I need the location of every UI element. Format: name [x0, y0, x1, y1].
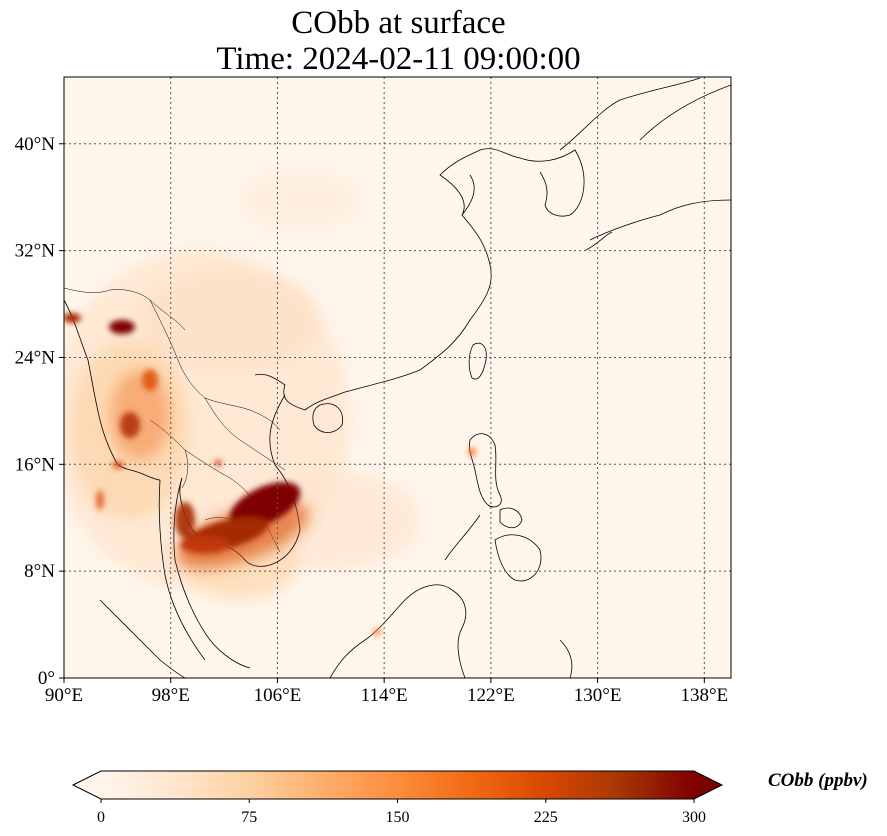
lat-tick-label: 0°: [38, 668, 55, 689]
lat-tick-label: 32°N: [15, 241, 56, 262]
colorbar-min-extension: [73, 771, 101, 799]
lat-tick-label: 24°N: [15, 347, 56, 368]
latitude-axis: 0° 8°N 16°N 24°N 32°N 40°N: [15, 134, 64, 689]
lon-tick-label: 138°E: [680, 685, 728, 706]
colorbar-label: CObb (ppbv): [768, 770, 868, 791]
colorbar-tick-label: 225: [534, 809, 558, 826]
lat-tick-label: 16°N: [15, 454, 56, 475]
colorbar-tick-label: 150: [386, 809, 410, 826]
lon-tick-label: 98°E: [152, 685, 190, 706]
lat-tick-label: 40°N: [15, 134, 56, 155]
smoke-hotspots: [64, 313, 476, 636]
lon-tick-label: 130°E: [574, 685, 622, 706]
colorbar-tick-label: 0: [97, 809, 105, 826]
colorbar-ticks: 0 75 150 225 300: [97, 799, 706, 826]
colorbar-max-extension: [694, 771, 722, 799]
map-frame: [63, 76, 732, 679]
lat-tick-label: 8°N: [24, 561, 55, 582]
lon-tick-label: 106°E: [254, 685, 302, 706]
longitude-axis: 90°E 98°E 106°E 114°E 122°E 130°E 138°E: [45, 678, 728, 706]
colorbar-tick-label: 75: [241, 809, 257, 826]
map-time-subtitle: Time: 2024-02-11 09:00:00: [216, 41, 581, 77]
map-title: CObb at surface: [291, 5, 506, 41]
colorbar: 0 75 150 225 300: [71, 770, 724, 826]
map-gridlines: [64, 77, 731, 678]
colorbar-tick-label: 300: [682, 809, 706, 826]
lon-tick-label: 122°E: [467, 685, 515, 706]
lon-tick-label: 114°E: [361, 685, 408, 706]
lon-tick-label: 90°E: [45, 685, 83, 706]
colorbar-gradient: [101, 771, 694, 799]
